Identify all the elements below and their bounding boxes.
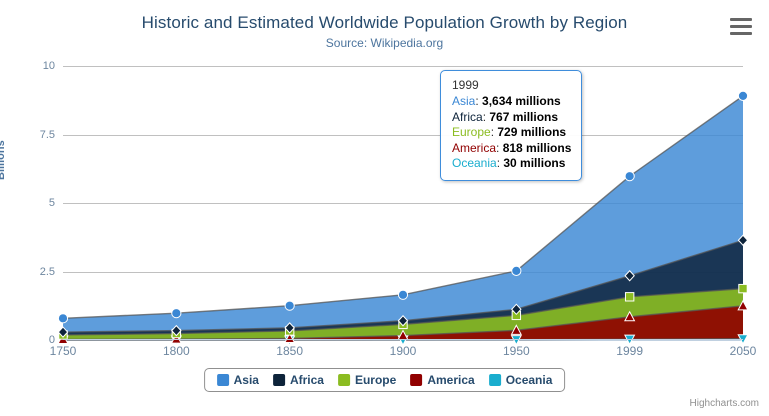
data-point-america-2050[interactable] [737,299,749,311]
data-point-asia-2050[interactable] [737,90,749,101]
tooltip-separator: : [496,156,504,170]
tooltip-separator: : [475,94,483,108]
tooltip-separator: : [490,125,498,139]
tooltip-row: Oceania: 30 millions [452,156,571,172]
x-axis-tick-label: 1750 [49,344,77,358]
legend-swatch-icon [216,374,229,386]
data-point-africa-1900[interactable] [397,314,409,327]
tooltip-rows: Asia: 3,634 millions Africa: 767 millions… [452,94,571,172]
gridline [63,271,743,273]
data-point-america-1950[interactable] [510,324,522,335]
legend-item-label: Oceania [505,373,553,387]
data-point-africa-1800[interactable] [171,324,182,337]
series-area-america[interactable] [63,305,743,340]
data-point-asia-1800[interactable] [171,308,182,319]
y-axis-tick-label: 7.5 [39,128,55,141]
x-axis-tick-label: 1850 [276,344,304,358]
x-axis-tick-label: 1800 [162,344,190,358]
tooltip-series-name: Europe [452,125,491,139]
legend-swatch-icon [410,374,423,386]
legend-item-label: Asia [233,373,259,387]
data-point-america-1850[interactable] [284,332,296,343]
tooltip-row: Africa: 767 millions [452,110,571,126]
x-axis-tick-label: 1900 [389,344,417,358]
legend-item-europe[interactable]: Europe [337,373,397,387]
data-point-asia-1900[interactable] [397,289,409,300]
data-point-asia-1850[interactable] [284,300,295,311]
y-axis-tick-label: 10 [42,60,55,72]
tooltip: 1999 Asia: 3,634 millions Africa: 767 mil… [440,70,583,181]
tooltip-series-name: Oceania [452,156,497,170]
tooltip-series-name: America [452,140,497,155]
y-axis-tick-label: 0 [48,334,55,346]
data-point-asia-1999[interactable] [624,171,635,182]
credits-link[interactable]: Highcharts.com [689,398,759,409]
x-axis-tick-label: 1999 [616,344,644,358]
y-axis-tick-label: 2.5 [39,265,55,278]
data-point-europe-1999[interactable] [624,292,635,302]
legend-swatch-icon [272,374,285,386]
tooltip-series-name: Asia [452,94,476,108]
legend-item-label: America [427,373,475,387]
legend-swatch-icon [337,374,350,386]
tooltip-separator: : [496,140,503,155]
plot-area [57,66,749,347]
data-point-asia-1750[interactable] [57,313,69,324]
data-point-africa-1850[interactable] [284,322,295,334]
tooltip-series-name: Africa [452,109,483,124]
tooltip-row: Europe: 729 millions [452,125,571,141]
page-title: Historic and Estimated Worldwide Populat… [141,13,628,32]
data-point-africa-1750[interactable] [57,326,69,338]
tooltip-row: America: 818 millions [452,141,571,157]
tooltip-header: 1999 [452,78,479,92]
y-axis-tick-label: 5 [48,197,55,209]
data-point-america-1800[interactable] [170,333,182,344]
gridline [63,66,743,67]
gridline [63,203,743,204]
data-point-asia-1950[interactable] [511,265,522,276]
tooltip-series-value: 3,634 millions [482,94,561,108]
series-layer [57,90,749,347]
tooltip-series-value: 767 millions [489,109,559,124]
legend-item-label: Europe [354,373,397,387]
tooltip-series-value: 729 millions [497,125,567,139]
legend-item-oceania[interactable]: Oceania [488,373,553,387]
data-point-africa-1950[interactable] [511,303,522,316]
legend-item-label: Africa [289,373,324,387]
gridline [63,134,743,136]
hamburger-menu-icon[interactable] [730,18,752,35]
tooltip-separator: : [482,109,490,124]
legend-item-asia[interactable]: Asia [216,373,259,387]
data-point-europe-2050[interactable] [738,283,748,294]
legend-swatch-icon [488,374,501,386]
legend-item-africa[interactable]: Africa [272,373,324,387]
hamburger-bar-3 [730,32,752,35]
data-point-america-1999[interactable] [624,310,636,322]
x-axis-tick-label: 1950 [502,344,530,358]
tooltip-series-value: 818 millions [502,140,572,155]
data-point-africa-1999[interactable] [624,270,635,282]
series-area-asia[interactable] [63,95,743,340]
tooltip-series-value: 30 millions [503,156,566,170]
tooltip-row: Asia: 3,634 millions [452,94,571,110]
legend[interactable]: Asia Africa Europe America Oceania [203,368,566,392]
hamburger-bar-1 [730,18,752,21]
data-point-africa-2050[interactable] [737,234,749,246]
y-axis-title: Billions [0,140,7,180]
x-axis-tick-label: 2050 [729,344,757,358]
legend-item-america[interactable]: America [410,373,475,387]
data-point-oceania-1950[interactable] [510,335,522,346]
hamburger-bar-2 [730,25,752,28]
chart-subtitle: Source: Wikipedia.org [325,36,444,50]
x-axis-line [63,339,743,340]
